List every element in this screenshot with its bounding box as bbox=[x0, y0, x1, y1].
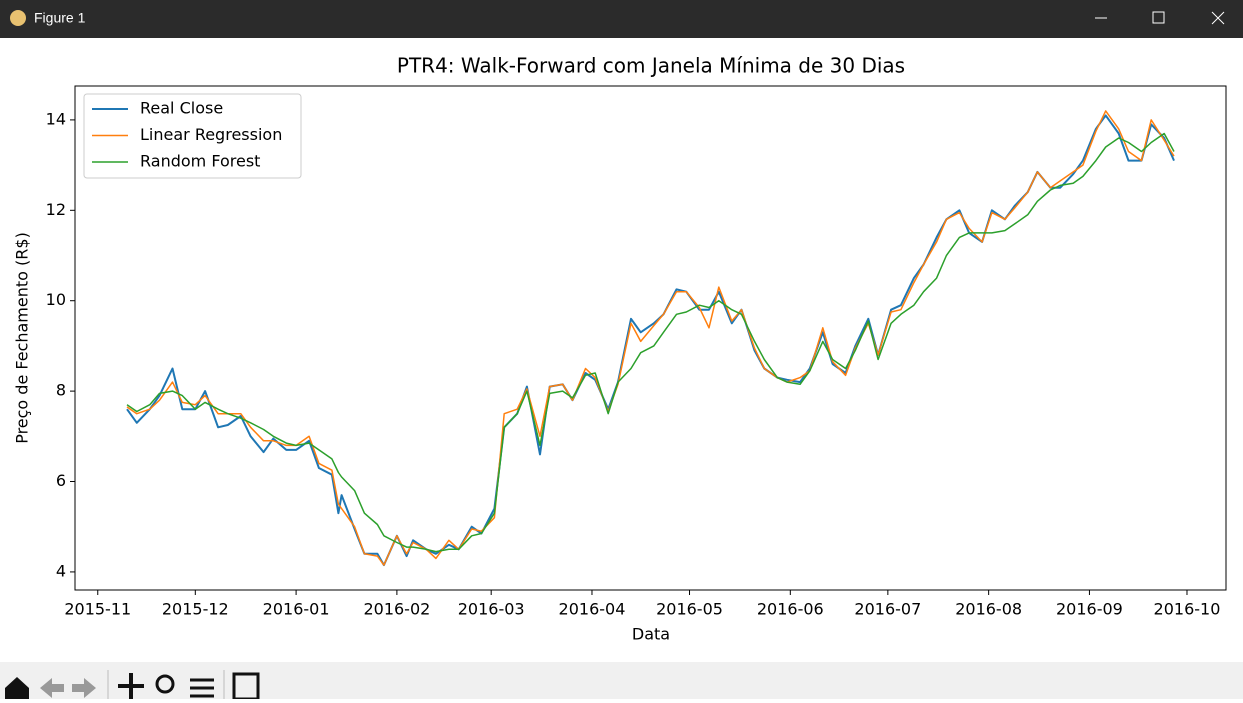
y-tick-label: 14 bbox=[46, 109, 66, 128]
y-tick-label: 8 bbox=[56, 381, 66, 400]
chart-title: PTR4: Walk-Forward com Janela Mínima de … bbox=[397, 54, 905, 78]
legend-label: Real Close bbox=[140, 99, 223, 118]
configure-button[interactable] bbox=[190, 678, 214, 698]
x-tick-label: 2016-02 bbox=[363, 600, 430, 619]
y-axis-label: Preço de Fechamento (R$) bbox=[13, 232, 32, 444]
y-tick-label: 10 bbox=[46, 290, 66, 309]
x-tick-label: 2016-01 bbox=[263, 600, 330, 619]
series-line bbox=[126, 114, 1175, 567]
series-line bbox=[126, 132, 1175, 553]
series-line bbox=[126, 110, 1175, 566]
x-tick-label: 2016-05 bbox=[656, 600, 723, 619]
x-tick-label: 2016-03 bbox=[458, 600, 525, 619]
legend-box bbox=[83, 93, 302, 179]
app-icon bbox=[10, 10, 26, 26]
y-tick-label: 6 bbox=[56, 471, 66, 490]
back-button[interactable] bbox=[40, 678, 64, 698]
x-tick-label: 2016-09 bbox=[1056, 600, 1123, 619]
x-tick-label: 2015-11 bbox=[64, 600, 131, 619]
x-tick-label: 2016-04 bbox=[559, 600, 626, 619]
legend-label: Linear Regression bbox=[140, 125, 282, 144]
forward-button[interactable] bbox=[72, 678, 96, 698]
close-button[interactable] bbox=[1211, 11, 1225, 25]
zoom-button[interactable] bbox=[155, 674, 175, 694]
x-tick-label: 2015-12 bbox=[162, 600, 229, 619]
window-title: Figure 1 bbox=[34, 10, 86, 26]
toolbar bbox=[0, 662, 1243, 699]
x-axis-label: Data bbox=[632, 625, 670, 644]
x-tick-label: 2016-07 bbox=[854, 600, 921, 619]
title-bar bbox=[0, 0, 1243, 38]
x-tick-label: 2016-08 bbox=[955, 600, 1022, 619]
y-tick-label: 4 bbox=[56, 561, 66, 580]
home-button[interactable] bbox=[5, 677, 29, 699]
pan-button[interactable] bbox=[118, 673, 144, 699]
y-tick-label: 12 bbox=[46, 200, 66, 219]
legend-label: Random Forest bbox=[140, 152, 260, 171]
x-tick-label: 2016-06 bbox=[757, 600, 824, 619]
maximize-button[interactable] bbox=[1152, 11, 1165, 24]
axes-frame bbox=[74, 85, 1227, 591]
x-tick-label: 2016-10 bbox=[1154, 600, 1221, 619]
